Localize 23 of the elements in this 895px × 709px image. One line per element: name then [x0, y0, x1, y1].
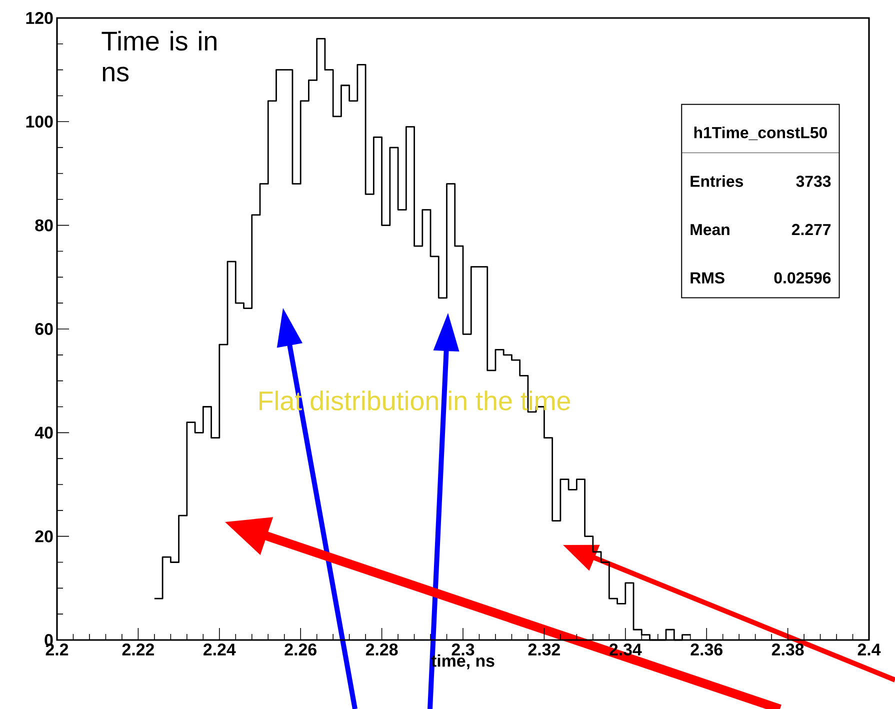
annotation: Time is in ns [102, 30, 216, 82]
annotation: h1Time_constL50 [694, 126, 827, 140]
y-tick-label: 120 [26, 12, 53, 24]
x-tick-label: 2.22 [122, 644, 154, 656]
annotation: 2.277 [792, 224, 831, 236]
annotation: RMS [690, 272, 724, 284]
x-tick-label: 2.26 [284, 644, 316, 656]
x-tick-label: 2.32 [528, 644, 560, 656]
y-tick-label: 40 [34, 426, 53, 439]
annotation: 0.02596 [774, 272, 831, 284]
annotation: 3733 [796, 176, 831, 187]
x-tick-label: 2.3 [452, 644, 474, 656]
x-tick-label: 2.36 [690, 644, 722, 656]
x-tick-label: 2.28 [366, 644, 398, 656]
y-tick-label: 80 [35, 219, 53, 232]
y-tick-label: 60 [35, 323, 53, 335]
annotation: Mean [690, 224, 730, 236]
annotation: Entries [690, 175, 743, 187]
y-tick-label: 20 [35, 530, 53, 542]
x-tick-label: 2.4 [858, 644, 881, 656]
x-tick-label: 2.24 [204, 644, 236, 656]
y-tick-label: 100 [26, 116, 53, 128]
x-tick-label: 2.38 [772, 644, 804, 656]
